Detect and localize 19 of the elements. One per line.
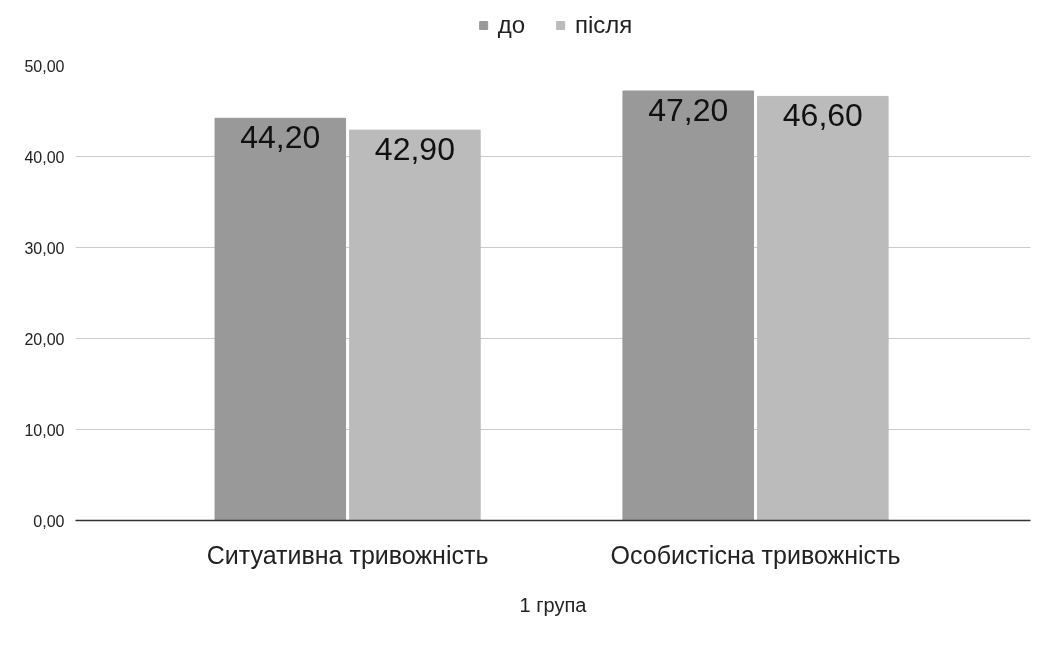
bar (757, 95, 889, 521)
legend-label: до (497, 11, 526, 39)
x-axis-title: 1 група (519, 593, 588, 616)
y-tick-label: 10,00 (24, 421, 65, 439)
y-tick-label: 40,00 (24, 148, 65, 166)
bar (214, 117, 347, 521)
data-label: 47,20 (648, 91, 729, 128)
y-tick-label: 0,00 (33, 512, 65, 530)
y-tick-label: 30,00 (24, 239, 65, 257)
data-label: 42,90 (374, 131, 455, 168)
data-label: 44,20 (240, 119, 321, 156)
x-tick-label: Ситуативна тривожність (206, 540, 489, 569)
bar (349, 129, 481, 521)
y-tick-label: 20,00 (24, 330, 65, 348)
legend-label: після (575, 11, 633, 39)
x-tick-label: Особистісна тривожність (610, 540, 901, 569)
bar (622, 90, 755, 521)
y-tick-label: 50,00 (24, 57, 65, 75)
data-label: 46,60 (782, 97, 863, 134)
